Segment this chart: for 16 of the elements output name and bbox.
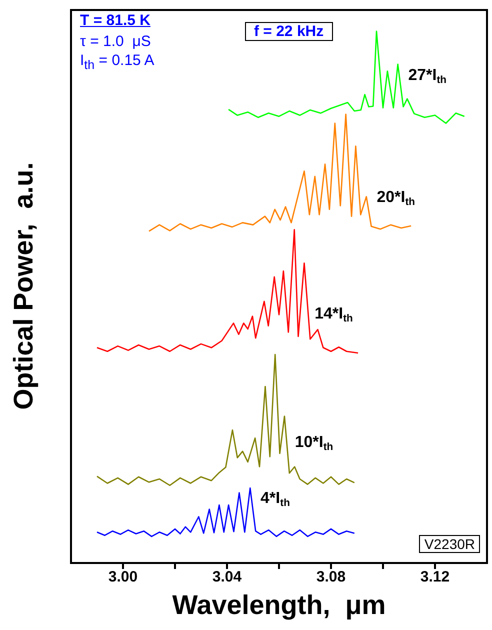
x-tick-label: 3.08 [316, 568, 346, 586]
x-tick-label: 3.00 [108, 568, 138, 586]
x-axis-title: Wavelength, μm [172, 590, 386, 621]
annotation: τ = 1.0 μS [80, 33, 151, 50]
annotation: V2230R [419, 535, 480, 553]
text: T = 81.5 K [80, 12, 150, 29]
x-tick-label: 3.12 [420, 568, 450, 586]
annotation: I$_{th}$ = 0.15 A [80, 52, 154, 72]
series-label: 20*I$_{th}$ [376, 188, 416, 208]
series-label: 10*I$_{th}$ [294, 434, 334, 454]
series-label: 4*I$_{th}$ [260, 490, 290, 509]
x-tick-label: 3.04 [212, 568, 242, 586]
annotation: f = 22 kHz [245, 22, 333, 41]
series-label: 27*I$_{th}$ [408, 67, 446, 86]
series-label: 14*I$_{th}$ [314, 305, 353, 324]
y-axis-title: Optical Power, a.u. [8, 162, 40, 410]
